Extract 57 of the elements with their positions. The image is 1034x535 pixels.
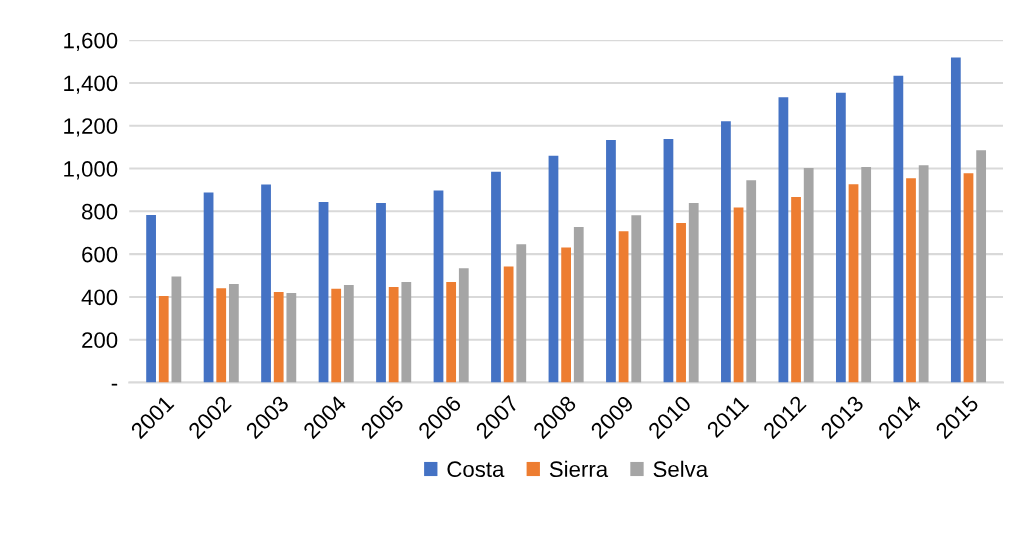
bar [548, 155, 559, 383]
bar [733, 207, 744, 383]
bar [203, 192, 214, 383]
legend-label: Costa [447, 461, 505, 478]
y-tick-label: 1,400 [64, 75, 118, 94]
bar [458, 268, 469, 383]
bar [286, 293, 297, 383]
bar [950, 57, 961, 383]
bar [561, 247, 571, 383]
bar [618, 231, 629, 383]
bar [861, 167, 872, 383]
bar [835, 92, 846, 383]
bar [146, 214, 156, 383]
bar [343, 284, 354, 383]
y-tick-label: 1,200 [64, 118, 118, 137]
bar [228, 284, 239, 383]
bar [433, 190, 444, 383]
bar [516, 244, 527, 383]
y-tick-label: 600 [82, 246, 118, 263]
y-tick-label: 400 [81, 289, 118, 306]
bar [158, 296, 169, 383]
bar [376, 202, 386, 383]
y-tick-label: - [111, 383, 118, 386]
bar [388, 287, 399, 383]
legend-label: Sierra [549, 460, 609, 478]
bar [573, 226, 584, 383]
bar [803, 168, 814, 383]
y-tick-label: 1,600 [64, 32, 118, 52]
bar [791, 196, 801, 383]
bar [663, 138, 674, 383]
bar [261, 184, 271, 383]
bar [963, 173, 974, 383]
bar [976, 150, 987, 383]
bar [171, 276, 182, 383]
bar [491, 171, 501, 383]
y-tick-label: 1,000 [64, 161, 118, 180]
bar [503, 266, 514, 383]
legend-label: Selva [653, 460, 709, 478]
bar [606, 140, 616, 383]
bar [721, 121, 731, 383]
bar [848, 184, 859, 383]
bar [216, 288, 227, 383]
bar [893, 75, 904, 383]
bar [906, 178, 916, 383]
bar [688, 202, 699, 383]
bar [273, 292, 284, 383]
bar [631, 215, 642, 383]
bar [331, 288, 342, 383]
bar [401, 281, 412, 383]
y-tick-label: 800 [82, 203, 118, 220]
bar [746, 180, 757, 383]
bar [918, 165, 929, 383]
bar [778, 97, 789, 383]
bar [446, 281, 457, 383]
y-tick-label: 200 [82, 332, 118, 348]
bar [676, 223, 686, 383]
bar [318, 201, 329, 383]
